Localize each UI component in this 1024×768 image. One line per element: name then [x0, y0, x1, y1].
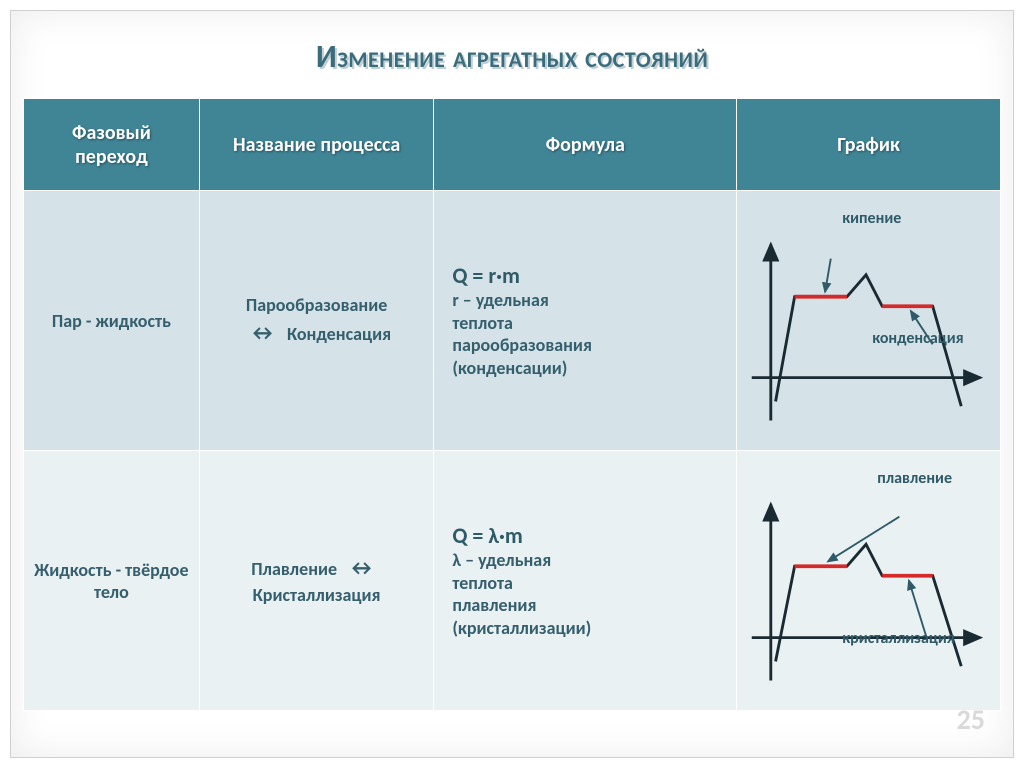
formula-sub: r – удельная: [452, 289, 726, 312]
graph-label-bottom: кристаллизация: [842, 629, 955, 648]
graph-cell: плавление кристаллизация: [737, 451, 1001, 711]
phase-graph: кипение конденсация: [747, 201, 990, 440]
graph-svg: [747, 461, 990, 700]
formula-sub: парообразования: [452, 334, 726, 357]
col-header-phase: Фазовый переход: [24, 99, 200, 191]
page-number: 25: [957, 702, 985, 737]
table-row: Жидкость - твёрдое тело Плавление ↔ Крис…: [24, 451, 1001, 711]
col-header-formula: Формула: [434, 99, 737, 191]
main-table: Фазовый переход Название процесса Формул…: [23, 98, 1001, 711]
process-bottom: Конденсация: [287, 323, 391, 345]
formula-sub: λ – удельная: [452, 549, 726, 572]
formula-sub: теплота: [452, 572, 726, 595]
formula-sub: теплота: [452, 312, 726, 335]
slide-frame: Изменение агрегатных состояний Фазовый п…: [10, 10, 1014, 758]
process-cell: Плавление ↔ Кристаллизация: [199, 451, 433, 711]
phase-graph: плавление кристаллизация: [747, 461, 990, 700]
graph-cell: кипение конденсация: [737, 191, 1001, 451]
graph-label-bottom: конденсация: [872, 329, 963, 348]
process-bottom: Кристаллизация: [253, 584, 381, 606]
page-title: Изменение агрегатных состояний: [23, 37, 1001, 76]
col-header-process: Название процесса: [199, 99, 433, 191]
formula-cell: Q = λ·m λ – удельная теплота плавления (…: [434, 451, 737, 711]
graph-label-top: плавление: [877, 469, 952, 488]
col-header-graph: График: [737, 99, 1001, 191]
phase-cell: Жидкость - твёрдое тело: [24, 451, 200, 711]
formula-sub: (конденсации): [452, 357, 726, 380]
formula-sub: плавления: [452, 594, 726, 617]
formula-sub: (кристаллизации): [452, 617, 726, 640]
table-row: Пар - жидкость Парообразование ↔ Конденс…: [24, 191, 1001, 451]
formula-main: Q = r·m: [452, 262, 726, 289]
graph-label-top: кипение: [842, 209, 901, 228]
formula-cell: Q = r·m r – удельная теплота парообразов…: [434, 191, 737, 451]
formula-main: Q = λ·m: [452, 522, 726, 549]
double-arrow-icon: ↔: [248, 318, 277, 349]
process-top: Парообразование: [246, 294, 387, 316]
double-arrow-icon: ↔: [347, 553, 376, 584]
process-cell: Парообразование ↔ Конденсация: [199, 191, 433, 451]
process-top: Плавление: [251, 558, 337, 580]
graph-svg: [747, 201, 990, 440]
phase-cell: Пар - жидкость: [24, 191, 200, 451]
table-header-row: Фазовый переход Название процесса Формул…: [24, 99, 1001, 191]
